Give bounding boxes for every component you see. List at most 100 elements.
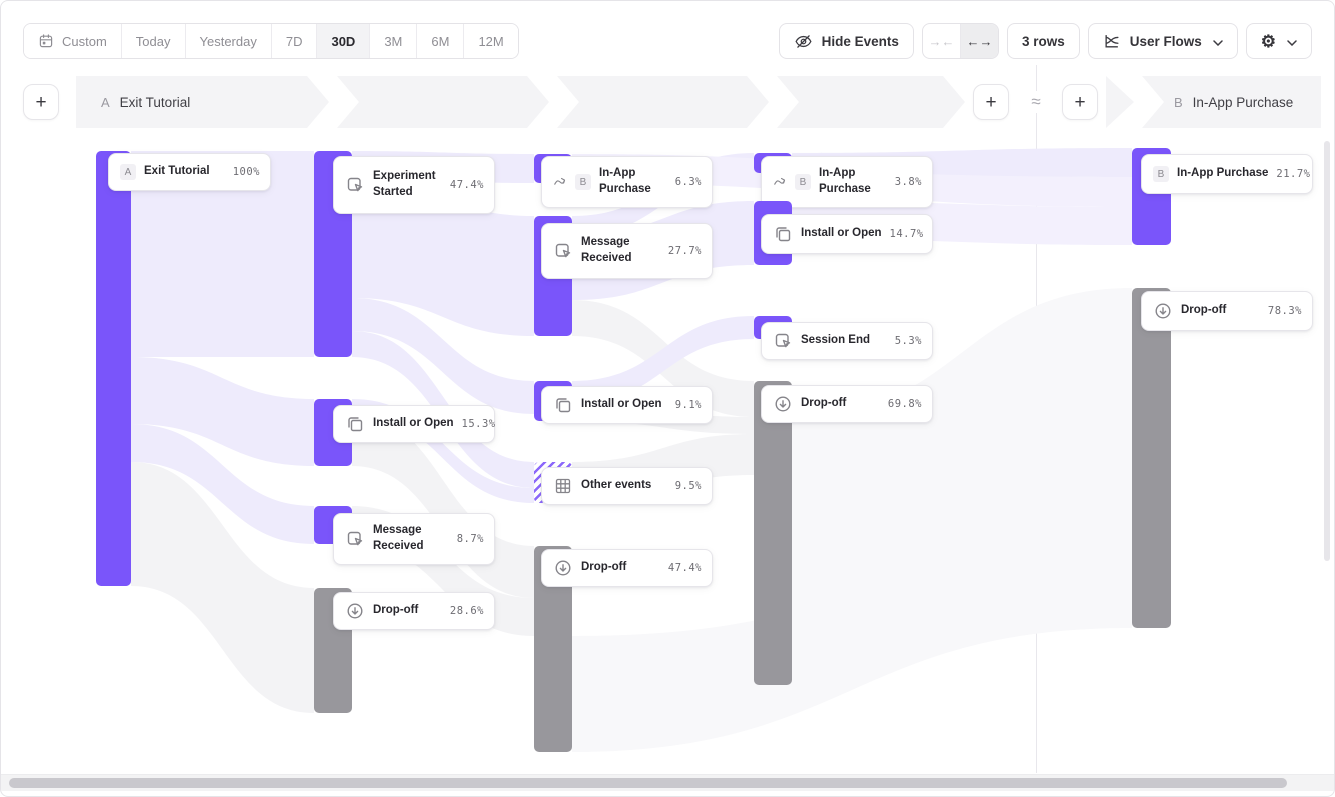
node-label: Drop-off bbox=[1181, 304, 1227, 317]
funnel-step-segment-a1[interactable]: A Exit Tutorial bbox=[76, 76, 329, 128]
chevron-down-icon bbox=[1287, 34, 1297, 49]
node-card-in-app-purchase[interactable]: B In-App Purchase 3.8% bbox=[761, 156, 933, 208]
node-card-session-end[interactable]: Session End 5.3% bbox=[761, 322, 933, 360]
node-label: Drop-off bbox=[801, 397, 847, 410]
node-card-experiment-started[interactable]: Experiment Started 47.4% bbox=[333, 156, 495, 214]
node-percentage: 3.8% bbox=[894, 176, 922, 188]
node-bar-drop-off[interactable] bbox=[754, 381, 792, 685]
copy-icon bbox=[345, 414, 365, 434]
section-b-label: B In-App Purchase bbox=[1142, 76, 1321, 128]
horizontal-scrollbar-track bbox=[1, 774, 1334, 791]
section-a-title: Exit Tutorial bbox=[119, 94, 191, 110]
node-percentage: 6.3% bbox=[674, 176, 702, 188]
add-step-button-a-end[interactable]: + bbox=[973, 84, 1009, 120]
user-flows-icon bbox=[1103, 32, 1121, 50]
node-bar-drop-off[interactable] bbox=[1132, 288, 1171, 628]
date-range-label: 7D bbox=[285, 33, 303, 49]
funnel-step-segment-a2[interactable] bbox=[337, 76, 549, 128]
node-label: Install or Open bbox=[373, 417, 454, 430]
section-b-arrowhead bbox=[1106, 76, 1134, 128]
node-label: Other events bbox=[581, 479, 652, 492]
node-card-message-received[interactable]: Message Received 27.7% bbox=[541, 223, 713, 279]
horizontal-scrollbar-thumb[interactable] bbox=[9, 778, 1287, 788]
eye-off-icon bbox=[794, 32, 813, 51]
node-percentage: 21.7% bbox=[1276, 168, 1311, 180]
date-range-custom[interactable]: Custom bbox=[24, 24, 121, 58]
event-icon bbox=[345, 529, 365, 549]
node-percentage: 8.7% bbox=[456, 533, 484, 545]
node-card-install-or-open[interactable]: Install or Open 14.7% bbox=[761, 214, 933, 254]
date-range-3m[interactable]: 3M bbox=[369, 24, 417, 58]
node-percentage: 14.7% bbox=[889, 228, 924, 240]
node-label: Install or Open bbox=[581, 398, 662, 411]
toolbar: Custom Today Yesterday 7D 30D 3M 6M 12M Hide Ev… bbox=[1, 1, 1334, 67]
date-range-30d[interactable]: 30D bbox=[316, 24, 370, 58]
node-percentage: 9.5% bbox=[674, 480, 702, 492]
node-label: In-App Purchase bbox=[819, 167, 871, 195]
node-card-in-app-purchase[interactable]: B In-App Purchase 6.3% bbox=[541, 156, 713, 208]
chevron-down-icon bbox=[1213, 34, 1223, 49]
node-card-drop-off[interactable]: Drop-off 78.3% bbox=[1141, 291, 1313, 331]
rows-button[interactable]: 3 rows bbox=[1006, 23, 1080, 59]
node-label: Message Received bbox=[373, 524, 424, 552]
collapse-columns-icon[interactable]: →← bbox=[928, 33, 955, 49]
funnel-step-segment-b1[interactable]: B In-App Purchase bbox=[1142, 76, 1321, 128]
node-percentage: 27.7% bbox=[667, 245, 702, 257]
node-percentage: 69.8% bbox=[887, 398, 922, 410]
add-step-button-left[interactable]: + bbox=[23, 84, 59, 120]
date-range-7d[interactable]: 7D bbox=[270, 24, 317, 58]
settings-button[interactable]: ⚙ bbox=[1245, 23, 1312, 59]
step-badge-b: B bbox=[795, 174, 811, 190]
dropoff-icon bbox=[773, 394, 793, 414]
vertical-scrollbar-thumb[interactable] bbox=[1324, 141, 1330, 561]
node-card-exit-tutorial[interactable]: A Exit Tutorial 100% bbox=[108, 153, 271, 191]
approx-symbol: ≈ bbox=[1025, 91, 1047, 113]
node-card-drop-off[interactable]: Drop-off 47.4% bbox=[541, 549, 713, 587]
event-icon bbox=[553, 241, 573, 261]
node-card-install-or-open[interactable]: Install or Open 9.1% bbox=[541, 386, 713, 424]
hide-events-button[interactable]: Hide Events bbox=[778, 23, 914, 59]
node-card-drop-off[interactable]: Drop-off 28.6% bbox=[333, 592, 495, 630]
funnel-step-segment-a4[interactable] bbox=[777, 76, 965, 128]
node-percentage: 47.4% bbox=[667, 562, 702, 574]
node-label: In-App Purchase bbox=[599, 167, 651, 195]
date-range-today[interactable]: Today bbox=[120, 24, 185, 58]
copy-icon bbox=[773, 224, 793, 244]
node-bar-exit-tutorial[interactable] bbox=[96, 151, 131, 586]
node-percentage: 78.3% bbox=[1267, 305, 1302, 317]
date-range-group: Custom Today Yesterday 7D 30D 3M 6M 12M bbox=[23, 23, 519, 59]
section-divider bbox=[1036, 65, 1037, 773]
calendar-icon bbox=[38, 33, 54, 49]
grid-icon bbox=[553, 476, 573, 496]
node-label: Drop-off bbox=[373, 604, 419, 617]
step-badge-b: B bbox=[575, 174, 591, 190]
node-card-install-or-open[interactable]: Install or Open 15.3% bbox=[333, 405, 495, 443]
node-card-drop-off[interactable]: Drop-off 69.8% bbox=[761, 385, 933, 423]
node-label: Exit Tutorial bbox=[144, 165, 210, 178]
date-range-label: 30D bbox=[331, 33, 356, 49]
node-card-other-events[interactable]: Other events 9.5% bbox=[541, 467, 713, 505]
copy-icon bbox=[553, 395, 573, 415]
date-range-yesterday[interactable]: Yesterday bbox=[184, 24, 271, 58]
expand-columns-icon[interactable]: ←→ bbox=[959, 24, 998, 58]
add-step-button-b-start[interactable]: + bbox=[1062, 84, 1098, 120]
date-range-label: Yesterday bbox=[199, 33, 257, 49]
date-range-label: 6M bbox=[431, 33, 450, 49]
node-card-message-received[interactable]: Message Received 8.7% bbox=[333, 513, 495, 565]
node-label: Session End bbox=[801, 334, 871, 347]
node-label: Experiment Started bbox=[373, 170, 436, 198]
merged-arrow-icon bbox=[773, 175, 787, 189]
hide-events-label: Hide Events bbox=[821, 33, 899, 49]
merged-arrow-icon bbox=[553, 175, 567, 189]
node-card-in-app-purchase[interactable]: B In-App Purchase 21.7% bbox=[1141, 154, 1313, 194]
flow-ribbon-n0-n4 bbox=[131, 462, 314, 713]
node-percentage: 47.4% bbox=[449, 179, 484, 191]
node-label: Message Received bbox=[581, 236, 632, 264]
view-selector-button[interactable]: User Flows bbox=[1087, 23, 1238, 59]
date-range-6m[interactable]: 6M bbox=[416, 24, 464, 58]
section-b-title: In-App Purchase bbox=[1192, 94, 1294, 110]
date-range-12m[interactable]: 12M bbox=[463, 24, 518, 58]
funnel-step-segment-a3[interactable] bbox=[557, 76, 769, 128]
section-a-badge: A bbox=[101, 94, 110, 110]
